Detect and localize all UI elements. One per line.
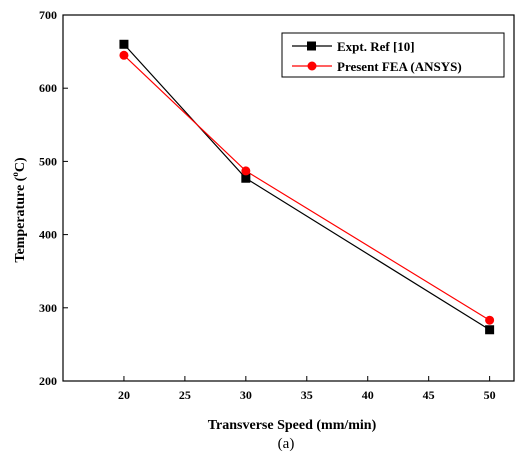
y-axis-title-unit: C) — [13, 157, 28, 172]
x-tick-label: 50 — [484, 388, 496, 402]
data-point-fea — [241, 166, 251, 176]
data-point-expt — [485, 325, 495, 335]
y-axis-title-superscript: o — [10, 172, 20, 177]
legend-box — [281, 32, 505, 78]
y-axis-title: Temperature (oC) — [10, 157, 28, 263]
series-markers — [119, 39, 495, 335]
data-point-expt — [119, 39, 129, 49]
data-point-fea — [485, 315, 495, 325]
series-line-1 — [123, 54, 490, 321]
legend-marker-expt — [307, 41, 316, 51]
y-tick-label: 200 — [39, 374, 57, 388]
legend-marker-fea — [307, 61, 317, 71]
y-tick-label: 500 — [39, 154, 57, 168]
y-axis: 200 300 400 500 600 700 — [39, 8, 68, 388]
x-axis: 20 25 30 35 40 45 50 — [118, 376, 496, 402]
y-axis-title-main: Temperature ( — [13, 176, 28, 262]
y-tick-label: 600 — [39, 81, 57, 95]
plot-frame — [62, 14, 515, 382]
x-tick-label: 25 — [179, 388, 191, 402]
x-tick-label: 30 — [240, 388, 252, 402]
x-tick-label: 20 — [118, 388, 130, 402]
legend-label-expt: Expt. Ref [10] — [337, 39, 415, 54]
y-tick-label: 700 — [39, 8, 57, 22]
data-point-fea — [119, 50, 129, 60]
y-tick-label: 300 — [39, 301, 57, 315]
y-tick-label: 400 — [39, 228, 57, 242]
legend-label-fea: Present FEA (ANSYS) — [337, 59, 462, 74]
series-lines — [123, 43, 490, 331]
legend: Expt. Ref [10] Present FEA (ANSYS) — [281, 32, 505, 78]
x-tick-label: 35 — [301, 388, 313, 402]
x-tick-label: 45 — [423, 388, 435, 402]
figure-caption: (a) — [278, 436, 295, 452]
x-tick-label: 40 — [362, 388, 374, 402]
x-axis-title: Transverse Speed (mm/min) — [208, 418, 377, 433]
data-point-expt — [241, 173, 251, 183]
